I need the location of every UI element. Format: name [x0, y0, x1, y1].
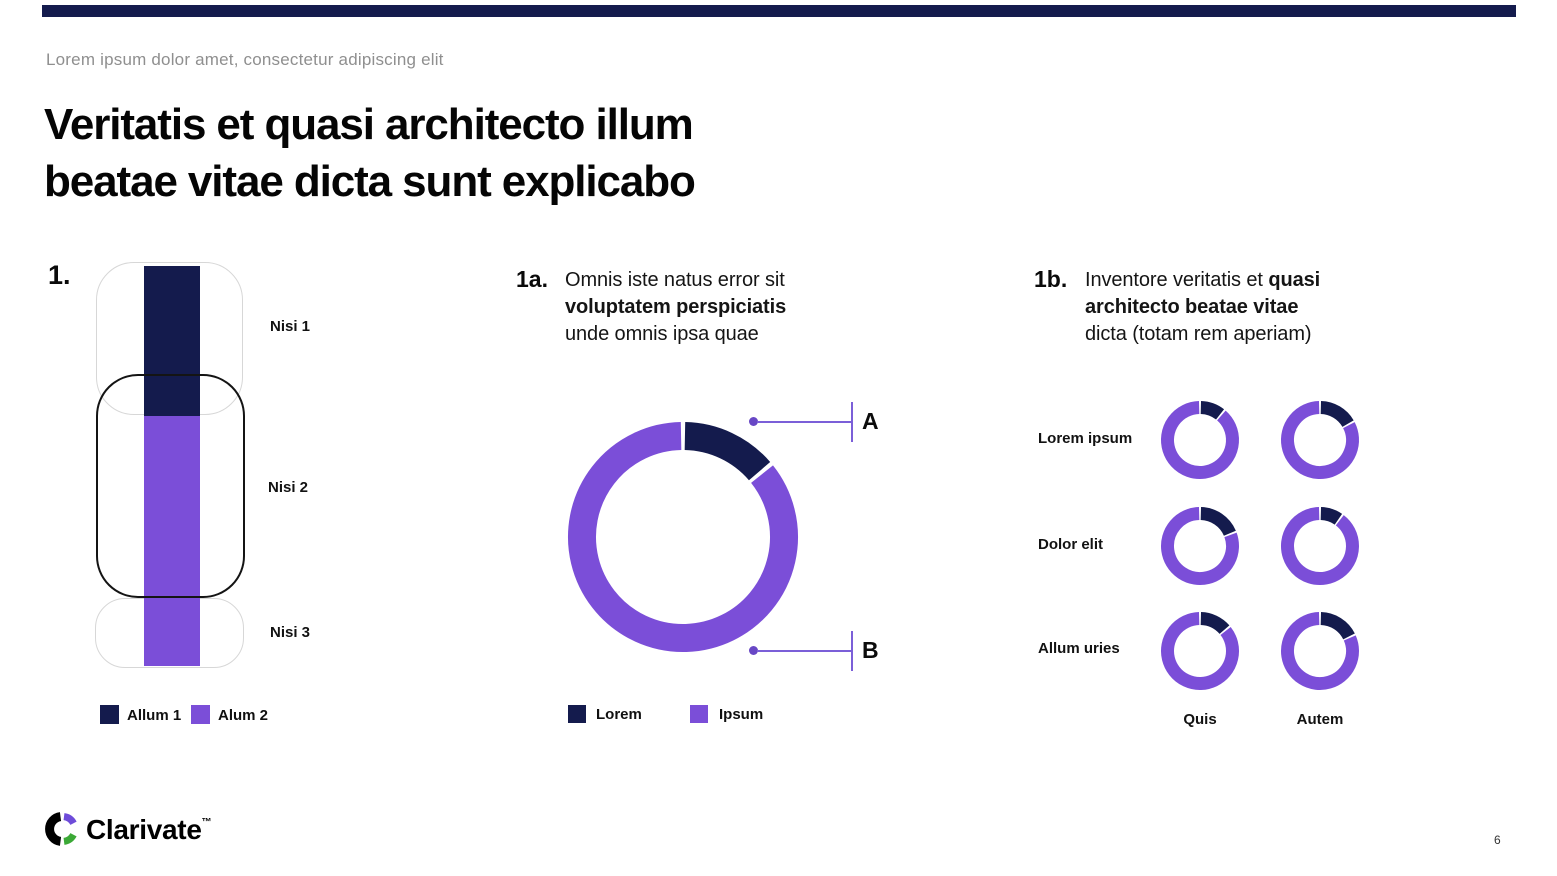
clarivate-logo-arcs: [45, 812, 77, 846]
callout-b-endbar: [851, 631, 853, 671]
section1a-number: 1a.: [516, 266, 548, 292]
section1a-description: Omnis iste natus error sit voluptatem pe…: [565, 267, 815, 348]
section1b-desc-line3: dicta (totam rem aperiam): [1085, 323, 1312, 345]
callout-a-endbar: [851, 402, 853, 442]
mini-donut-r1-autem: [1281, 401, 1359, 479]
section1b-desc-line2: architecto beatae vitae: [1085, 296, 1299, 318]
mini-donut-r2-quis: [1161, 507, 1239, 585]
slide-title-line1: Veritatis et quasi architecto illum: [44, 100, 694, 149]
legend1a-swatch-lorem: [568, 705, 586, 723]
legend1a-swatch-ipsum: [690, 705, 708, 723]
callout-a-line: [757, 421, 852, 423]
clarivate-wordmark: Clarivate™: [86, 814, 212, 845]
donut-chart-1a: [568, 422, 798, 652]
grid-col-label-quis: Quis: [1183, 711, 1217, 728]
callout-a-dot: [749, 417, 758, 426]
stack-bar-purple: [144, 416, 200, 666]
stage-label-2: Nisi 2: [268, 479, 309, 496]
section1b-description: Inventore veritatis et quasi architecto …: [1085, 267, 1345, 348]
mini-donut-r1-quis: [1161, 401, 1239, 479]
grid-row-label-1: Lorem ipsum: [1038, 430, 1133, 447]
section1a-desc-line1: Omnis iste natus error sit: [565, 269, 785, 291]
trademark-symbol: ™: [201, 817, 212, 828]
legend1-label-allum1: Allum 1: [127, 707, 182, 724]
top-accent-bar: [42, 5, 1516, 17]
callout-b-line: [757, 650, 852, 652]
callout-b-dot: [749, 646, 758, 655]
legend1-swatch-alum2: [191, 705, 210, 724]
legend1a-label-ipsum: Ipsum: [719, 706, 764, 723]
legend1-label-alum2: Alum 2: [218, 707, 269, 724]
slide-subtitle: Lorem ipsum dolor amet, consectetur adip…: [46, 50, 444, 69]
legend1-swatch-allum1: [100, 705, 119, 724]
grid-row-label-3: Allum uries: [1038, 640, 1120, 657]
stage-label-1: Nisi 1: [270, 318, 311, 335]
slide-title: Veritatis et quasi architecto illum beat…: [44, 96, 696, 210]
mini-donut-r3-quis: [1161, 612, 1239, 690]
stage-frame-2: [96, 374, 245, 598]
section1b-desc-line1: Inventore veritatis et quasi: [1085, 269, 1321, 291]
mini-donut-r2-autem: [1281, 507, 1359, 585]
callout-a-label: A: [862, 408, 879, 434]
stage-label-3: Nisi 3: [270, 624, 311, 641]
section1b-number: 1b.: [1034, 266, 1068, 292]
legend1a-label-lorem: Lorem: [596, 706, 642, 723]
page-number: 6: [1494, 833, 1501, 847]
slide-title-line2: beatae vitae dicta sunt explicabo: [44, 157, 696, 206]
section1a-desc-line3: unde omnis ipsa quae: [565, 323, 759, 345]
callout-b-label: B: [862, 637, 879, 663]
clarivate-logo-icon: [45, 812, 77, 846]
mini-donut-r3-autem: [1281, 612, 1359, 690]
section1-number: 1.: [48, 260, 71, 290]
stack-bar-navy: [144, 266, 200, 416]
grid-col-label-autem: Autem: [1296, 711, 1344, 728]
section1a-desc-line2: voluptatem perspiciatis: [565, 296, 787, 318]
grid-row-label-2: Dolor elit: [1038, 536, 1104, 553]
